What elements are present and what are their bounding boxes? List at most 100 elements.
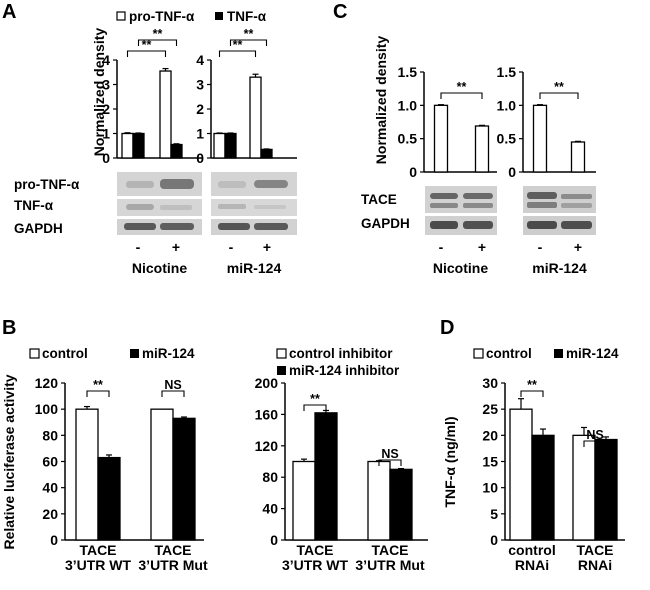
- y-axis-label: Normalized density: [91, 28, 107, 157]
- y-tick-label: 160: [255, 406, 279, 422]
- legend-swatch-tnf: [215, 12, 223, 20]
- y-tick-label: 4: [196, 52, 204, 68]
- y-tick-label: 0: [50, 532, 58, 548]
- western-blot-a-mir124: [211, 172, 297, 235]
- legend-label-tnf: TNF-α: [227, 9, 267, 24]
- significance-label: **: [244, 27, 254, 41]
- bar: [150, 408, 174, 541]
- bar: [172, 417, 196, 541]
- lane-plus-c-nicotine: +: [478, 239, 486, 255]
- category-label: TACE: [576, 542, 613, 558]
- y-tick-label: 3: [102, 77, 110, 93]
- significance-bracket: [137, 39, 178, 46]
- y-tick-label: 120: [35, 375, 59, 391]
- bar: [260, 148, 273, 159]
- x-axis-label: miR-124: [532, 260, 587, 276]
- y-tick-label: 30: [482, 375, 498, 391]
- category-label: RNAi: [578, 557, 612, 573]
- significance-label: **: [233, 38, 243, 52]
- y-tick-label: 2: [102, 101, 110, 117]
- bar: [509, 408, 533, 541]
- bar: [170, 143, 183, 159]
- x-axis-label: Nicotine: [132, 260, 187, 276]
- y-tick-label: 80: [42, 427, 58, 443]
- y-tick-label: 1.0: [497, 97, 517, 113]
- legend-panel-d: control miR-124: [473, 346, 619, 361]
- significance-label: **: [142, 38, 152, 52]
- significance-bracket: [440, 92, 483, 99]
- panel-letter-b: B: [2, 317, 16, 339]
- significance-label: **: [93, 378, 103, 392]
- significance-label: **: [554, 80, 564, 94]
- bar: [121, 132, 134, 159]
- legend-label-pro-tnf: pro-TNF-α: [129, 9, 195, 24]
- significance-label: **: [457, 80, 467, 94]
- lane-plus-c-mir124: +: [574, 239, 582, 255]
- bar: [433, 104, 449, 173]
- y-tick-label: 3: [196, 77, 204, 93]
- bar: [292, 460, 316, 541]
- bar: [75, 408, 99, 541]
- blot-label-tace: TACE: [361, 192, 397, 207]
- significance-bracket: [303, 404, 327, 411]
- y-tick-label: 2: [196, 101, 204, 117]
- legend-label-control-d: control: [486, 346, 532, 361]
- blot-label-gapdh-c: GAPDH: [361, 216, 410, 231]
- y-axis-label: Relative luciferase activity: [1, 374, 17, 549]
- western-blot-c-mir124: [523, 186, 596, 235]
- y-axis-label: Normalized density: [373, 36, 389, 165]
- y-tick-label: 4: [102, 52, 110, 68]
- y-tick-label: 40: [262, 501, 278, 517]
- legend-panel-a: pro-TNF-α TNF-α: [116, 9, 267, 24]
- lane-plus-a-mir124: +: [263, 239, 271, 255]
- significance-bracket: [229, 39, 268, 46]
- bar: [224, 132, 237, 159]
- y-tick-label: 1: [196, 126, 204, 142]
- blot-label-gapdh-a: GAPDH: [14, 221, 63, 236]
- legend-label-mir124-d: miR-124: [566, 346, 619, 361]
- lane-plus-a-nicotine: +: [172, 239, 180, 255]
- y-tick-label: 0.5: [497, 131, 517, 147]
- y-tick-label: 25: [482, 401, 498, 417]
- x-axis-label: miR-124: [227, 260, 282, 276]
- bar: [474, 125, 490, 173]
- category-label: 3’UTR WT: [282, 557, 349, 573]
- western-blot-a-nicotine: [117, 172, 202, 235]
- significance-bracket: [161, 390, 185, 397]
- category-label: 3’UTR Mut: [138, 557, 208, 573]
- y-tick-label: 5: [490, 506, 498, 522]
- bar: [367, 460, 391, 541]
- significance-label: **: [527, 378, 537, 392]
- category-label: TACE: [79, 542, 116, 558]
- y-tick-label: 40: [42, 480, 58, 496]
- y-tick-label: 0: [196, 150, 204, 166]
- y-tick-label: 1: [102, 126, 110, 142]
- panel-letter-c: C: [333, 1, 347, 23]
- chart-c-mir124: 0 0.5 1.0 1.5 miR-124 **: [497, 64, 596, 276]
- bar: [97, 456, 121, 541]
- significance-bracket: [378, 459, 402, 466]
- y-tick-label: 60: [42, 454, 58, 470]
- y-tick-label: 100: [35, 401, 59, 417]
- significance-bracket: [218, 50, 257, 57]
- bar: [389, 468, 413, 541]
- y-tick-label: 1.0: [398, 97, 418, 113]
- lane-minus-c-mir124: -: [538, 239, 543, 255]
- significance-label: NS: [164, 378, 181, 392]
- y-tick-label: 0: [102, 150, 110, 166]
- significance-bracket: [126, 50, 167, 57]
- y-tick-label: 200: [255, 375, 279, 391]
- legend-panel-b-mimic: control miR-124: [29, 346, 195, 361]
- blot-label-tnf: TNF-α: [14, 198, 54, 213]
- bar: [532, 104, 548, 173]
- y-tick-label: 0: [508, 164, 516, 180]
- y-tick-label: 1.5: [497, 64, 517, 80]
- significance-label: **: [153, 27, 163, 41]
- y-tick-label: 0.5: [398, 131, 418, 147]
- y-tick-label: 120: [255, 438, 279, 454]
- y-tick-label: 0: [270, 532, 278, 548]
